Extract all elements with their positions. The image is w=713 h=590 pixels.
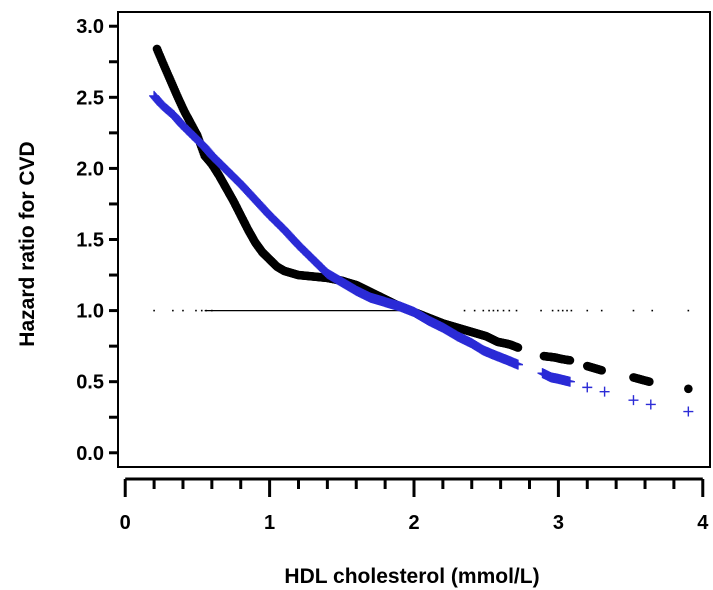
- rug-mark: [482, 309, 485, 312]
- x-tick-label: 3: [553, 512, 564, 534]
- blue-plus-point: [628, 395, 639, 406]
- blue-plus-point: [683, 406, 694, 417]
- rug-mark: [515, 309, 518, 312]
- rug-mark: [586, 309, 589, 312]
- blue-plus-point: [599, 386, 610, 397]
- rug-mark: [561, 309, 564, 312]
- rug-mark: [153, 309, 155, 312]
- rug-mark: [566, 309, 568, 312]
- blue-plus-point: [582, 382, 593, 393]
- black-dot-point: [513, 343, 523, 352]
- rug-mark: [182, 309, 184, 312]
- y-tick-label: 1.0: [76, 301, 104, 323]
- x-tick-label: 0: [120, 512, 131, 534]
- y-tick-label: 0.5: [76, 372, 104, 394]
- rug-mark: [463, 309, 466, 312]
- blue-plus-point: [512, 359, 523, 370]
- rug-mark: [172, 309, 174, 312]
- x-axis-title: HDL cholesterol (mmol/L): [284, 565, 539, 588]
- y-tick-label: 2.5: [76, 87, 104, 109]
- plot-frame: [117, 11, 711, 468]
- blue-plus-point: [645, 399, 656, 410]
- rug-mark: [557, 309, 560, 312]
- x-tick-label: 2: [408, 512, 419, 534]
- rug-mark: [211, 309, 213, 312]
- rug-mark: [205, 309, 207, 312]
- rug-mark: [632, 309, 635, 312]
- blue-plus-point: [564, 376, 575, 387]
- black-dot-point: [684, 384, 693, 394]
- rug-mark: [492, 309, 495, 312]
- rug-mark: [508, 309, 511, 312]
- black-dot-point: [597, 366, 607, 375]
- rug-mark: [473, 309, 476, 312]
- rug-mark: [502, 309, 505, 312]
- rug-mark: [687, 309, 690, 312]
- rug-layer: [153, 309, 690, 312]
- y-axis: 0.0 0.5 1.0 1.5 2.0 2.5 3.0: [76, 16, 118, 465]
- rug-mark: [570, 309, 573, 312]
- rug-mark: [488, 309, 490, 312]
- x-tick-label: 1: [264, 512, 275, 534]
- rug-mark: [651, 309, 654, 312]
- y-axis-title: Hazard ratio for CVD: [16, 141, 39, 346]
- y-tick-label: 2.0: [76, 158, 104, 180]
- rug-mark: [200, 309, 203, 312]
- y-tick-label: 3.0: [76, 16, 104, 38]
- x-tick-label: 4: [697, 512, 709, 534]
- series-layer: [149, 44, 694, 417]
- x-axis: 0 1 2 3 4: [120, 477, 709, 534]
- y-tick-label: 0.0: [76, 443, 104, 465]
- rug-mark: [540, 309, 542, 312]
- rug-mark: [496, 309, 499, 312]
- y-tick-label: 1.5: [76, 230, 104, 252]
- black-dot-point: [565, 356, 575, 365]
- black-dot-point: [645, 377, 654, 386]
- rug-mark: [600, 309, 603, 312]
- rug-mark: [551, 309, 554, 312]
- rug-mark: [195, 309, 197, 312]
